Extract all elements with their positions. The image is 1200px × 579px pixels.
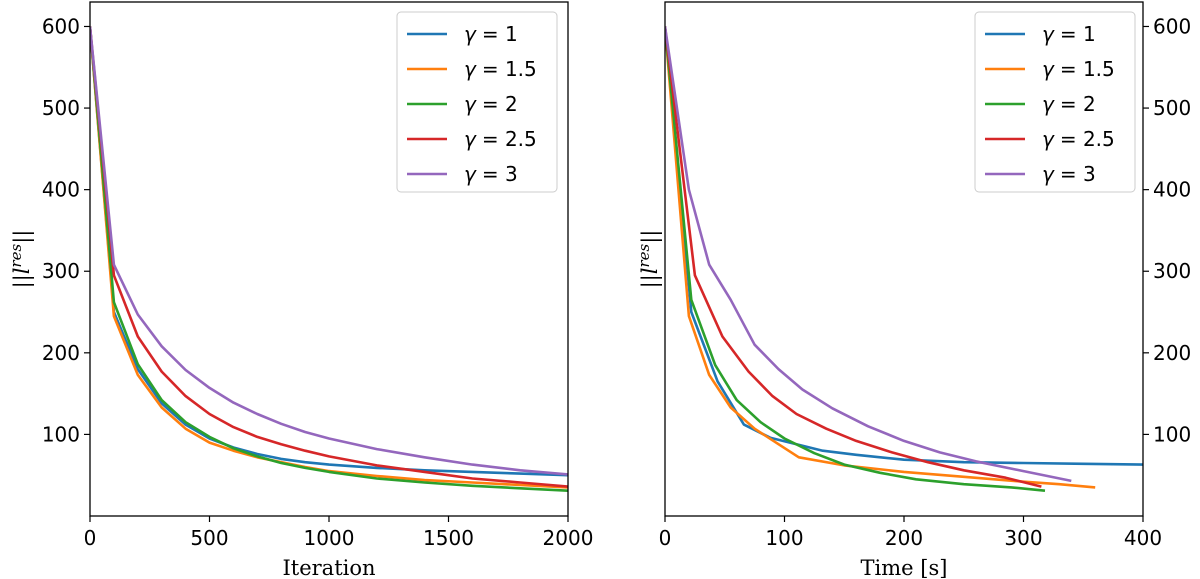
x-tick-label: 500 [190,526,228,550]
legend-item-4: γ = 2.5 [407,127,537,151]
legend-label: γ = 2.5 [464,127,537,151]
legend-symbol: γ [1042,127,1055,151]
series-line-4 [90,26,568,488]
chart-panel-1: 0 500 1000 1500 2000 100 200 300 400 500 600 Iterat… [7,1,594,579]
legend-box [974,11,1136,193]
y-label-symbol: l [638,268,662,275]
legend-item-2: γ = 1.5 [985,57,1115,81]
legend-item-4: γ = 2.5 [985,127,1115,151]
legend: γ = 1γ = 1.5γ = 2γ = 2.5γ = 3 [974,11,1136,193]
y-tick-label: 400 [42,178,80,202]
x-tick-label: 2000 [543,526,594,550]
legend-value: = 1 [482,22,518,46]
legend-item-3: γ = 2 [407,92,518,116]
legend-label: γ = 1 [1042,22,1096,46]
y-label-suffix: || [638,230,663,244]
legend-item-1: γ = 1 [407,22,518,46]
legend: γ = 1γ = 1.5γ = 2γ = 2.5γ = 3 [396,11,558,193]
y-label-prefix: || [10,274,35,288]
legend-item-3: γ = 2 [985,92,1096,116]
y-tick-label: 500 [1153,96,1191,120]
legend-item-5: γ = 3 [985,162,1096,186]
legend-item-5: γ = 3 [407,162,518,186]
series-line-3 [665,26,1046,492]
legend-label: γ = 2.5 [1042,127,1115,151]
y-tick-label: 200 [1153,341,1191,365]
y-tick-label: 100 [1153,422,1191,446]
legend-label: γ = 3 [1042,162,1096,186]
legend-label: γ = 3 [464,162,518,186]
legend-value: = 2.5 [482,127,537,151]
x-axis-label: Iteration [282,556,375,579]
chart-panel-2: 0 100 200 300 400 100 200 300 400 500 600 Time [s] |… [635,1,1191,579]
x-tick-label: 400 [1124,526,1162,550]
legend-value: = 2 [482,92,518,116]
y-label-superscript: res [7,243,25,267]
legend-value: = 2.5 [1060,127,1115,151]
y-tick-label: 300 [42,259,80,283]
x-tick-label: 0 [84,526,97,550]
y-tick-label: 400 [1153,178,1191,202]
y-tick-label: 500 [42,96,80,120]
y-tick-label: 600 [42,14,80,38]
legend-box [396,11,558,193]
legend-item-1: γ = 1 [985,22,1096,46]
y-tick-label: 100 [42,422,80,446]
legend-label: γ = 1.5 [1042,57,1115,81]
y-tick-label: 600 [1153,14,1191,38]
x-axis-label: Time [s] [861,556,948,579]
x-tick-label: 0 [659,526,672,550]
y-tick-label: 300 [1153,259,1191,283]
y-label-suffix: || [10,230,35,244]
legend-label: γ = 2 [464,92,518,116]
x-tick-label: 300 [1004,526,1042,550]
series-line-1 [90,26,568,477]
y-tick-label: 200 [42,341,80,365]
legend-symbol: γ [1042,162,1055,186]
legend-label: γ = 1.5 [464,57,537,81]
legend-value: = 1 [1060,22,1096,46]
series-lines [665,26,1143,492]
y-label-prefix: || [638,274,663,288]
y-axis-label: ||lres|| [635,230,663,289]
series-line-5 [665,26,1072,483]
y-axis-label: ||lres|| [7,230,35,289]
y-label-symbol: l [10,268,34,275]
legend-symbol: γ [1042,92,1055,116]
legend-symbol: γ [464,92,477,116]
series-line-5 [90,26,568,476]
x-tick-label: 1500 [423,526,474,550]
series-line-3 [90,26,568,492]
y-label-superscript: res [635,243,653,267]
legend-value: = 1.5 [1060,57,1115,81]
legend-label: γ = 1 [464,22,518,46]
legend-value: = 2 [1060,92,1096,116]
legend-value: = 1.5 [482,57,537,81]
legend-label: γ = 2 [1042,92,1096,116]
legend-symbol: γ [464,162,477,186]
legend-symbol: γ [464,22,477,46]
legend-value: = 3 [1060,162,1096,186]
series-lines [90,26,568,492]
legend-symbol: γ [1042,57,1055,81]
legend-symbol: γ [464,57,477,81]
series-line-1 [665,26,1143,466]
x-tick-label: 200 [885,526,923,550]
legend-item-2: γ = 1.5 [407,57,537,81]
x-tick-label: 100 [765,526,803,550]
x-tick-label: 1000 [304,526,355,550]
series-line-4 [665,26,1042,488]
legend-symbol: γ [464,127,477,151]
legend-symbol: γ [1042,22,1055,46]
legend-value: = 3 [482,162,518,186]
